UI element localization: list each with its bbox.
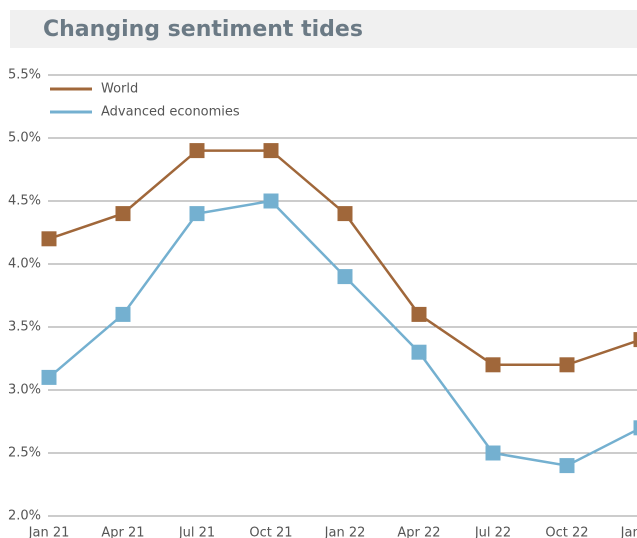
y-tick-label: 2.5% (8, 446, 41, 461)
legend-label: World (101, 82, 138, 97)
marker (41, 231, 57, 247)
marker (41, 369, 57, 385)
x-tick-label: Jul 22 (474, 526, 511, 538)
y-tick-label: 4.5% (8, 194, 41, 209)
marker (337, 206, 353, 222)
marker (633, 420, 637, 436)
y-tick-label: 4.0% (8, 257, 41, 272)
marker (263, 143, 279, 159)
series-line (48, 199, 637, 467)
x-tick-label: Jan 21 (28, 526, 70, 538)
series-line (48, 149, 637, 367)
marker (559, 357, 575, 373)
legend-label: Advanced economies (101, 105, 240, 120)
title-bar (10, 10, 637, 48)
x-tick-label: Oct 21 (249, 526, 292, 538)
x-tick-label: Apr 22 (397, 526, 440, 538)
x-tick-label: Jan 23 (620, 526, 637, 538)
marker (115, 206, 131, 222)
marker (411, 306, 427, 322)
y-tick-label: 2.0% (8, 509, 41, 524)
y-tick-label: 5.5% (8, 68, 41, 83)
y-tick-label: 3.0% (8, 383, 41, 398)
x-tick-label: Apr 21 (101, 526, 144, 538)
y-tick-label: 3.5% (8, 320, 41, 335)
y-tick-label: 5.0% (8, 131, 41, 146)
chart-title: Changing sentiment tides (43, 17, 363, 42)
marker (559, 458, 575, 474)
marker (633, 332, 637, 348)
marker (115, 306, 131, 322)
x-tick-label: Jul 21 (178, 526, 215, 538)
marker (189, 206, 205, 222)
marker (263, 193, 279, 209)
marker (485, 357, 501, 373)
marker (411, 344, 427, 360)
marker (485, 445, 501, 461)
marker (337, 269, 353, 285)
x-tick-label: Oct 22 (545, 526, 588, 538)
marker (189, 143, 205, 159)
x-tick-label: Jan 22 (324, 526, 366, 538)
